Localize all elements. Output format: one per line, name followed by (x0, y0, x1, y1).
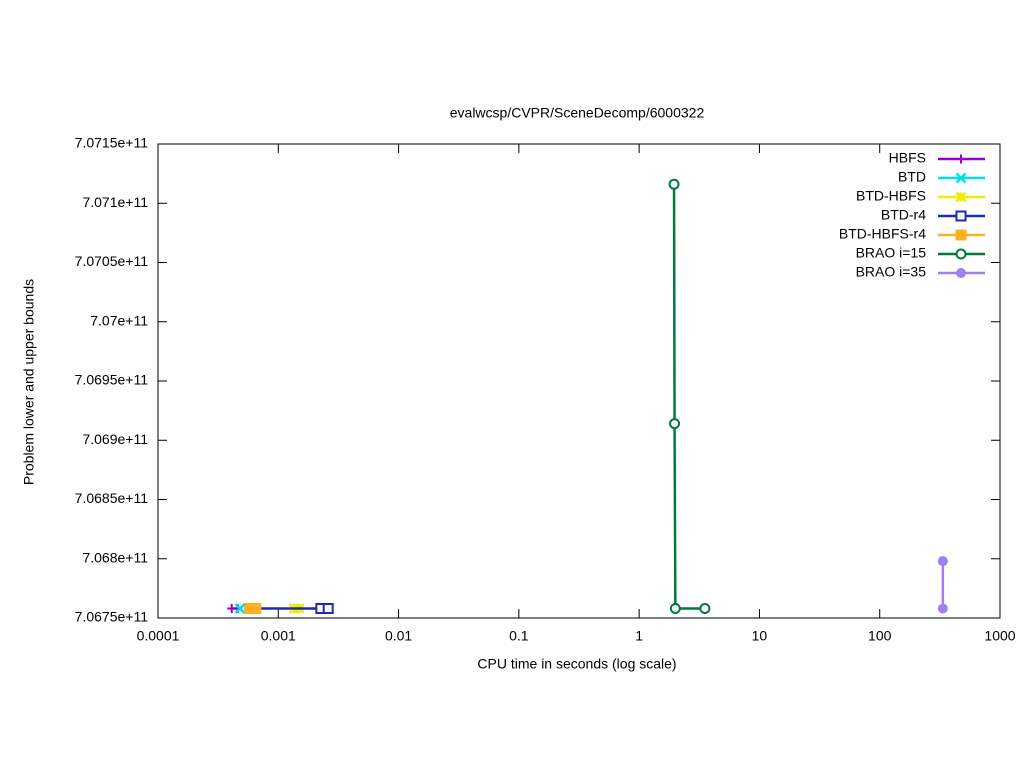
y-tick-label: 7.07e+11 (90, 312, 148, 328)
y-tick-label: 7.071e+11 (82, 194, 148, 210)
legend-marker (956, 154, 966, 164)
legend-label: BRAO i=35 (856, 264, 927, 280)
y-tick-label: 7.0675e+11 (75, 609, 149, 625)
y-tick-label: 7.068e+11 (82, 549, 148, 565)
legend-label: BTD-HBFS-r4 (839, 226, 926, 242)
legend-marker (955, 229, 967, 241)
legend-marker (955, 210, 967, 222)
series-line (672, 184, 705, 610)
data-point (937, 603, 948, 614)
data-point (668, 178, 680, 190)
legend-label: BRAO i=15 (856, 245, 927, 261)
x-tick-label: 100 (868, 628, 892, 644)
x-axis-label: CPU time in seconds (log scale) (477, 656, 676, 672)
data-point (244, 603, 256, 615)
data-point (250, 603, 262, 615)
data-point (234, 603, 246, 614)
legend-marker (955, 248, 967, 260)
data-point (669, 418, 681, 430)
data-point (699, 603, 711, 615)
data-point (322, 603, 334, 615)
legend-label: BTD (898, 169, 926, 185)
legend-marker (955, 172, 967, 184)
x-tick-label: 0.001 (261, 628, 296, 644)
x-tick-label: 0.1 (509, 628, 529, 644)
legend-label: BTD-r4 (881, 207, 926, 223)
x-tick-label: 10 (752, 628, 768, 644)
legend-marker (955, 191, 967, 203)
data-point (937, 556, 948, 567)
legend-marker (956, 268, 966, 278)
y-tick-label: 7.069e+11 (82, 431, 148, 447)
y-tick-label: 7.0685e+11 (75, 490, 149, 506)
chart-title: evalwcsp/CVPR/SceneDecomp/6000322 (450, 105, 705, 121)
x-tick-label: 0.01 (385, 628, 412, 644)
x-tick-label: 1000 (984, 628, 1015, 644)
x-tick-label: 0.0001 (137, 628, 180, 644)
y-tick-label: 7.0715e+11 (75, 135, 149, 151)
plot-frame (157, 143, 1001, 619)
y-tick-label: 7.0695e+11 (75, 372, 149, 388)
y-tick-label: 7.0705e+11 (75, 253, 149, 269)
y-axis-label: Problem lower and upper bounds (21, 279, 37, 485)
legend-label: HBFS (889, 150, 926, 166)
x-tick-label: 1 (635, 628, 643, 644)
legend-label: BTD-HBFS (856, 188, 926, 204)
data-point (669, 603, 681, 615)
